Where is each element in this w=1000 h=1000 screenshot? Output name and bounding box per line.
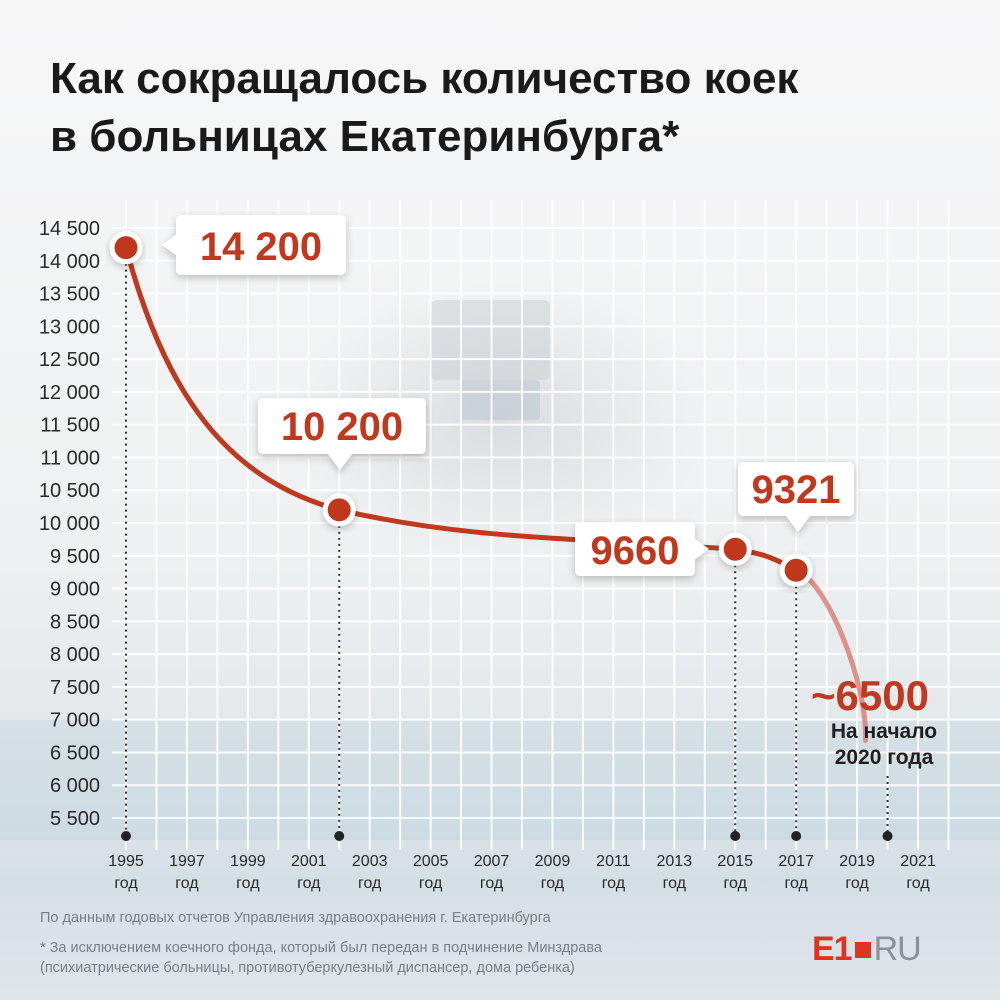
x-tick-unit-label: год — [906, 875, 930, 892]
x-tick-label: 2019 — [839, 853, 875, 870]
x-tick-label: 2005 — [413, 853, 449, 870]
y-tick-label: 7 500 — [50, 677, 100, 699]
background-blur — [460, 380, 540, 420]
y-tick-label: 6 500 — [50, 742, 100, 764]
data-label: 14 200 — [200, 225, 322, 269]
x-tick-unit-label: год — [541, 875, 565, 892]
x-tick-label: 2007 — [474, 853, 510, 870]
data-label: 9321 — [752, 468, 841, 512]
grid — [112, 200, 1000, 850]
data-label-note: На начало — [831, 720, 937, 743]
y-tick-label: 12 000 — [39, 382, 100, 404]
y-tick-label: 12 500 — [39, 349, 100, 371]
source-note: По данным годовых отчетов Управления здр… — [40, 910, 551, 926]
x-tick-label: 2021 — [900, 853, 936, 870]
data-label-box — [162, 215, 346, 275]
logo-ru: RU — [873, 930, 922, 968]
x-tick-label: 2015 — [717, 853, 753, 870]
data-point — [779, 553, 813, 587]
data-label-box — [258, 398, 426, 470]
title-line-1: Как сокращалось количество коек — [50, 54, 799, 103]
x-tick-label: 1999 — [230, 853, 266, 870]
x-tick-unit-label: год — [114, 875, 138, 892]
x-tick-label: 2013 — [657, 853, 693, 870]
footnote: * За исключением коечного фонда, который… — [40, 938, 760, 978]
y-tick-label: 10 000 — [39, 513, 100, 535]
guide-dot — [882, 831, 893, 841]
e1-logo: E1 RU — [812, 930, 922, 968]
x-tick-unit-label: год — [784, 875, 808, 892]
y-tick-label: 5 500 — [50, 808, 100, 830]
data-point — [109, 231, 143, 265]
logo-e1: E1 — [812, 930, 853, 968]
x-tick-label: 2011 — [596, 853, 631, 870]
y-tick-label: 11 500 — [40, 415, 100, 437]
x-tick-unit-label: год — [663, 875, 687, 892]
y-tick-label: 13 500 — [39, 284, 100, 306]
logo-dot — [854, 942, 871, 958]
footnote-line-1: * За исключением коечного фонда, который… — [40, 940, 602, 956]
y-tick-label: 8 000 — [50, 644, 100, 666]
x-tick-unit-label: год — [419, 875, 443, 892]
title-line-2: в больницах Екатеринбурга* — [50, 112, 680, 161]
y-tick-label: 9 500 — [50, 546, 100, 568]
x-tick-unit-label: год — [724, 875, 748, 892]
data-label: 10 200 — [281, 405, 403, 449]
x-tick-unit-label: год — [845, 875, 869, 892]
guide-dot — [791, 831, 802, 841]
x-tick-label: 1995 — [108, 853, 144, 870]
x-tick-label: 2009 — [535, 853, 571, 870]
y-tick-label: 11 000 — [40, 447, 100, 469]
y-axis: 14 500 14 000 13 500 13 000 12 500 12 000 11 5… — [39, 218, 100, 830]
x-tick-unit-label: год — [480, 875, 504, 892]
x-tick-unit-label: год — [236, 875, 260, 892]
x-tick-label: 2003 — [352, 853, 388, 870]
y-tick-label: 13 000 — [39, 316, 100, 338]
data-point — [718, 532, 752, 566]
data-label-note: 2020 года — [835, 746, 934, 769]
point-guides — [121, 263, 893, 841]
y-tick-label: 14 000 — [39, 251, 100, 273]
x-tick-label: 2017 — [778, 853, 814, 870]
x-tick-unit-label: год — [358, 875, 382, 892]
guide-dot — [334, 831, 345, 841]
x-tick-label: 2001 — [291, 853, 327, 870]
y-tick-label: 14 500 — [39, 218, 100, 240]
y-tick-label: 9 000 — [50, 579, 100, 601]
y-tick-label: 6 000 — [50, 775, 100, 797]
x-tick-unit-label: год — [602, 875, 626, 892]
footnote-line-2: (психиатрические больницы, противотуберк… — [40, 960, 575, 976]
data-label: 9660 — [591, 529, 680, 573]
data-label-box — [575, 522, 709, 576]
background-blur — [430, 300, 550, 380]
y-tick-label: 7 000 — [50, 710, 100, 732]
x-tick-unit-label: год — [175, 875, 199, 892]
x-tick-label: 1997 — [169, 853, 205, 870]
x-axis: 1995 год 1997 год 1999 год 2001 год 2003 год 2005 г… — [108, 853, 936, 892]
data-points — [109, 231, 813, 587]
data-label: ~6500 — [811, 672, 929, 719]
y-tick-label: 8 500 — [50, 611, 100, 633]
data-label-box — [738, 462, 854, 532]
guide-dot — [730, 831, 741, 841]
chart-title: Как сокращалось количество коек в больни… — [50, 50, 950, 166]
guide-dot — [121, 831, 131, 841]
background-blur — [0, 720, 1000, 840]
y-tick-label: 10 500 — [39, 480, 100, 502]
x-tick-unit-label: год — [297, 875, 321, 892]
data-point — [322, 493, 356, 527]
